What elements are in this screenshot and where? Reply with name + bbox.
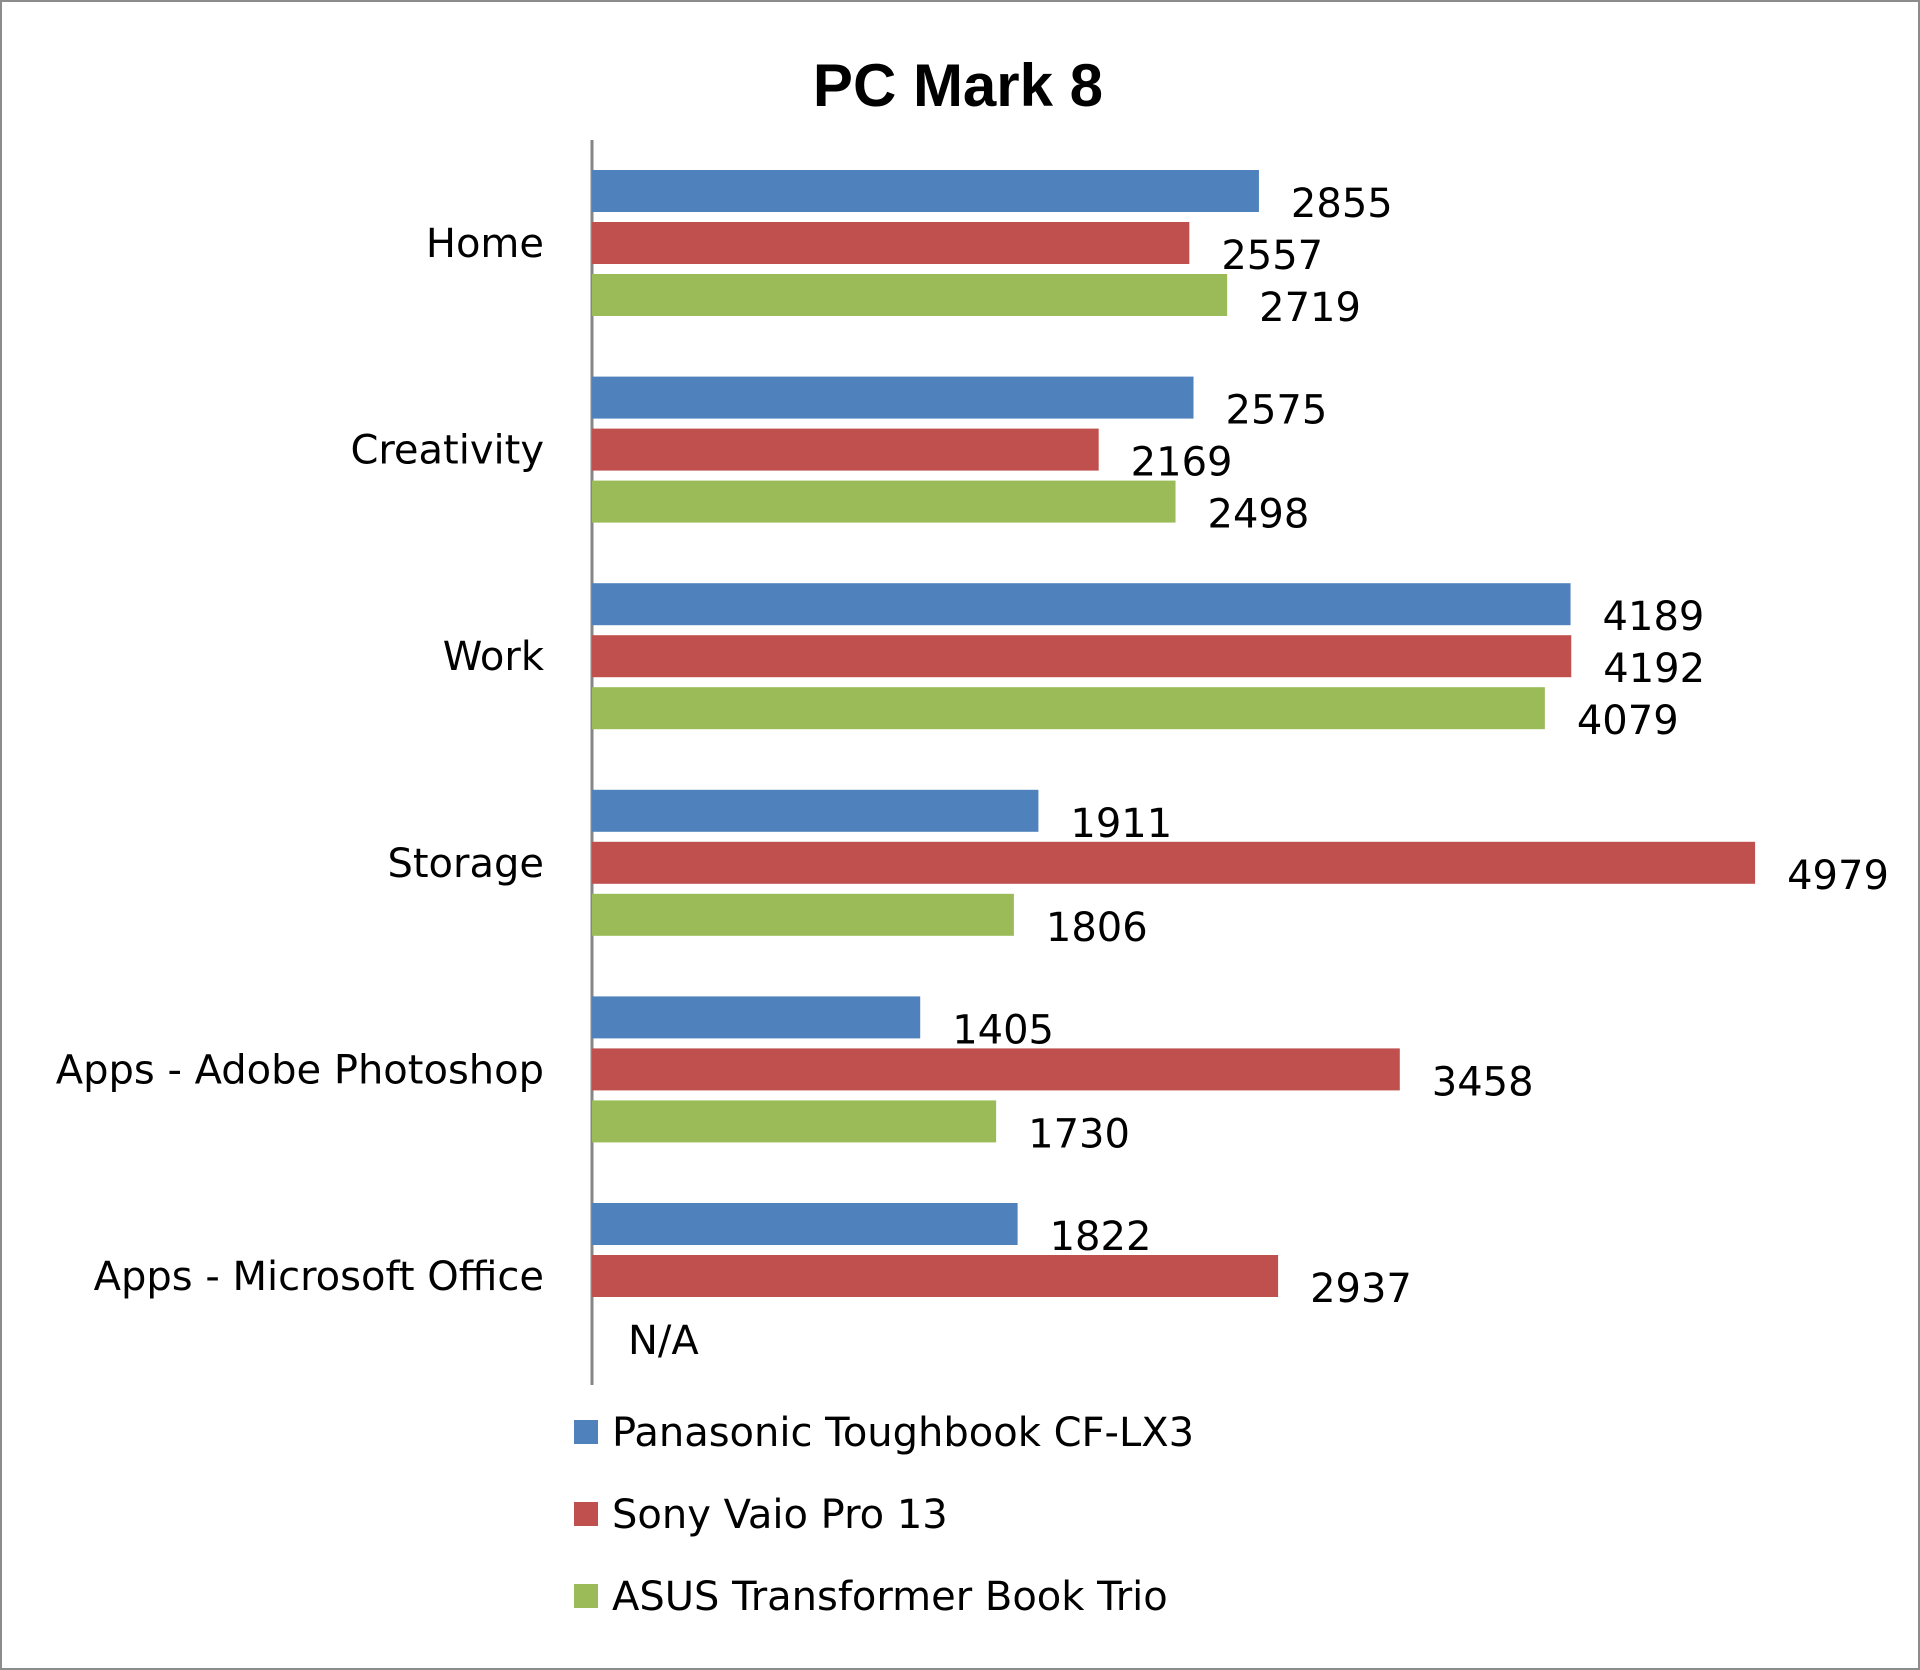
- data-label-asus-transformer-book-trio-work: 4079: [1577, 698, 1679, 744]
- data-label-sony-vaio-pro-13-apps-microsoft-office: 2937: [1310, 1266, 1412, 1312]
- legend-swatch-asus-transformer-book-trio: [574, 1584, 598, 1608]
- data-label-panasonic-toughbook-cf-lx3-storage: 1911: [1070, 801, 1172, 847]
- data-label-panasonic-toughbook-cf-lx3-apps-adobe-photoshop: 1405: [952, 1007, 1054, 1053]
- bar-sony-vaio-pro-13-apps-microsoft-office: [592, 1255, 1279, 1297]
- category-label-apps-adobe-photoshop: Apps - Adobe Photoshop: [56, 1047, 544, 1093]
- legend-swatch-sony-vaio-pro-13: [574, 1502, 598, 1526]
- legend-swatch-panasonic-toughbook-cf-lx3: [574, 1420, 598, 1444]
- chart-title: PC Mark 8: [813, 52, 1103, 119]
- data-label-sony-vaio-pro-13-storage: 4979: [1787, 853, 1889, 899]
- bar-asus-transformer-book-trio-home: [592, 274, 1228, 316]
- category-label-storage: Storage: [387, 841, 544, 887]
- data-label-asus-transformer-book-trio-storage: 1806: [1046, 905, 1148, 951]
- legend-label-asus-transformer-book-trio: ASUS Transformer Book Trio: [612, 1574, 1168, 1620]
- bar-sony-vaio-pro-13-storage: [592, 841, 1756, 884]
- bar-asus-transformer-book-trio-apps-adobe-photoshop: [592, 1100, 997, 1143]
- data-label-sony-vaio-pro-13-work: 4192: [1603, 646, 1705, 692]
- bar-panasonic-toughbook-cf-lx3-creativity: [592, 376, 1194, 419]
- category-label-home: Home: [426, 221, 544, 267]
- category-label-apps-microsoft-office: Apps - Microsoft Office: [94, 1254, 544, 1300]
- data-label-asus-transformer-book-trio-apps-microsoft-office: N/A: [628, 1318, 699, 1364]
- data-label-sony-vaio-pro-13-apps-adobe-photoshop: 3458: [1432, 1059, 1534, 1105]
- data-label-sony-vaio-pro-13-creativity: 2169: [1131, 440, 1233, 486]
- bar-asus-transformer-book-trio-storage: [592, 893, 1014, 936]
- data-label-asus-transformer-book-trio-creativity: 2498: [1208, 492, 1310, 538]
- bar-sony-vaio-pro-13-work: [592, 635, 1572, 678]
- bar-asus-transformer-book-trio-creativity: [592, 480, 1176, 523]
- category-label-creativity: Creativity: [350, 428, 544, 474]
- category-label-work: Work: [443, 634, 545, 680]
- bar-sony-vaio-pro-13-creativity: [592, 428, 1099, 471]
- bar-panasonic-toughbook-cf-lx3-work: [592, 583, 1571, 626]
- bar-panasonic-toughbook-cf-lx3-storage: [592, 789, 1039, 832]
- data-label-panasonic-toughbook-cf-lx3-apps-microsoft-office: 1822: [1050, 1214, 1152, 1260]
- data-label-asus-transformer-book-trio-apps-adobe-photoshop: 1730: [1028, 1111, 1130, 1157]
- bar-panasonic-toughbook-cf-lx3-apps-adobe-photoshop: [592, 996, 921, 1039]
- bar-panasonic-toughbook-cf-lx3-apps-microsoft-office: [592, 1203, 1018, 1245]
- data-label-panasonic-toughbook-cf-lx3-work: 4189: [1603, 594, 1705, 640]
- bar-sony-vaio-pro-13-apps-adobe-photoshop: [592, 1048, 1400, 1091]
- data-label-panasonic-toughbook-cf-lx3-home: 2855: [1291, 181, 1393, 227]
- bar-sony-vaio-pro-13-home: [592, 222, 1190, 264]
- legend-label-panasonic-toughbook-cf-lx3: Panasonic Toughbook CF-LX3: [612, 1410, 1194, 1456]
- data-label-asus-transformer-book-trio-home: 2719: [1259, 285, 1361, 331]
- bar-asus-transformer-book-trio-work: [592, 687, 1545, 730]
- data-label-panasonic-toughbook-cf-lx3-creativity: 2575: [1226, 388, 1328, 434]
- data-label-sony-vaio-pro-13-home: 2557: [1221, 233, 1323, 279]
- bar-panasonic-toughbook-cf-lx3-home: [592, 170, 1259, 212]
- legend-label-sony-vaio-pro-13: Sony Vaio Pro 13: [612, 1492, 948, 1538]
